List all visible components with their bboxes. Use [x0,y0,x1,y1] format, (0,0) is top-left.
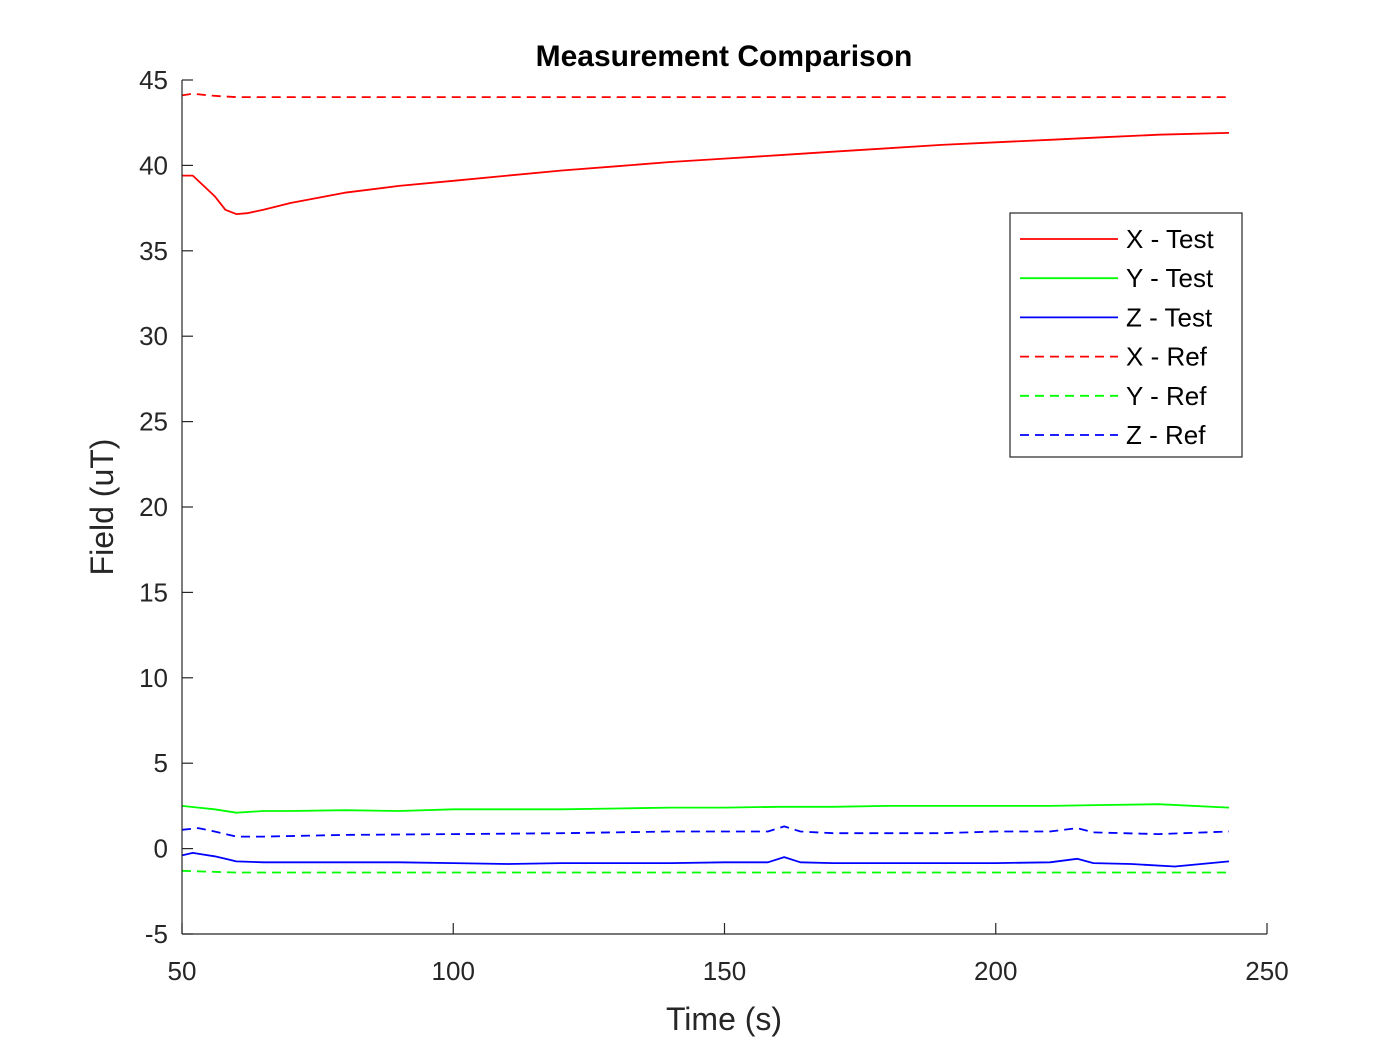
x-axis-title: Time (s) [666,1001,782,1037]
chart-title: Measurement Comparison [536,40,913,73]
y-tick-label-0: -5 [145,919,168,949]
legend: X - Test Y - Test Z - Test X - Ref Y - Ref Z … [1009,212,1243,458]
series-line-5 [181,825,1230,838]
x-tick-label-2: 150 [703,956,746,986]
legend-label-5: Z - Ref [1126,420,1206,450]
legend-box [1009,212,1243,458]
y-axis-title: Field (uT) [84,439,120,576]
y-tick-label-10: 45 [139,65,168,95]
series-line-0 [182,132,1230,216]
x-tick-label-1: 100 [432,956,475,986]
x-tick-label-3: 200 [974,956,1017,986]
series-line-4 [181,869,1229,874]
y-tick-label-3: 10 [139,663,168,693]
y-tick-label-4: 15 [139,577,168,607]
legend-label-1: Y - Test [1126,263,1214,293]
y-tick-label-9: 40 [139,150,168,180]
x-tick-label-4: 250 [1245,956,1288,986]
y-tick-label-2: 5 [154,748,168,778]
legend-label-0: X - Test [1126,224,1214,254]
y-tick-label-7: 30 [139,321,168,351]
y-tick-label-5: 20 [139,492,168,522]
legend-label-4: Y - Ref [1126,381,1207,411]
y-tick-label-1: 0 [154,834,168,864]
legend-label-2: Z - Test [1126,302,1213,332]
y-tick-label-6: 25 [139,407,168,437]
y-tick-label-8: 35 [139,236,168,266]
x-tick-label-0: 50 [168,956,197,986]
legend-label-3: X - Ref [1126,342,1208,372]
series-line-3 [181,92,1229,98]
series-layer [181,92,1230,874]
axes: 50 100 150 200 250 -5 0 5 10 15 20 25 30 35 40 45 [139,65,1289,986]
series-line-1 [181,803,1230,814]
series-line-2 [181,852,1230,868]
